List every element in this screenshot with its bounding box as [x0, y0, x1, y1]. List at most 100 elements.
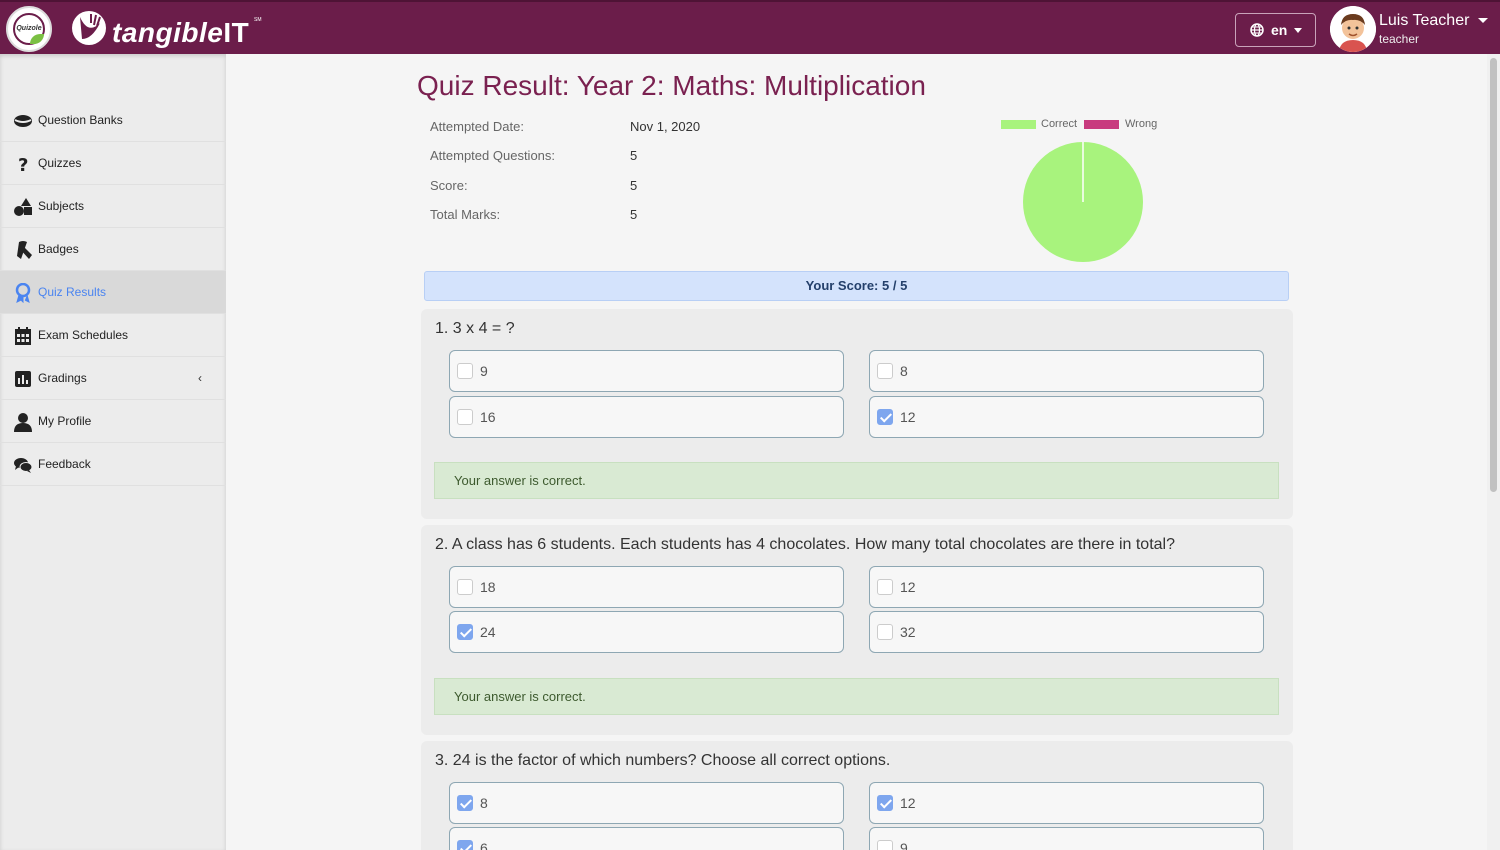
legend-swatch-wrong[interactable] [1084, 120, 1119, 129]
question-card: 2. A class has 6 students. Each students… [421, 525, 1293, 735]
option-checkbox[interactable] [457, 579, 473, 595]
legend-label-wrong[interactable]: Wrong [1125, 118, 1158, 130]
shapes-icon [14, 198, 32, 216]
total-marks-value: 5 [630, 207, 638, 222]
question-mark-icon: ? [18, 155, 28, 174]
sidebar-item-label: Subjects [38, 199, 85, 213]
option-checkbox[interactable] [457, 363, 473, 379]
language-label: en [1271, 22, 1288, 38]
leaf-icon [30, 34, 44, 44]
answer-option[interactable]: 12 [869, 396, 1264, 438]
sidebar-item-my-profile[interactable]: My Profile [0, 400, 226, 443]
calendar-icon [15, 327, 31, 345]
sidebar-item-label: Exam Schedules [38, 328, 129, 342]
answer-option[interactable]: 16 [449, 396, 844, 438]
page-scrollbar[interactable] [1487, 54, 1500, 850]
answer-option[interactable]: 8 [869, 350, 1264, 392]
option-label: 32 [900, 624, 916, 640]
chart-icon [15, 371, 31, 387]
sidebar-item-label: My Profile [38, 414, 92, 428]
comments-icon [14, 458, 33, 473]
attempted-questions-label: Attempted Questions: [430, 148, 556, 163]
score-label: Score: [430, 178, 468, 193]
sidebar: Question Banks ? Quizzes Subjects Badges… [0, 54, 226, 850]
sidebar-item-label: Question Banks [38, 113, 123, 127]
result-pie-chart [1023, 142, 1143, 262]
question-card: 1. 3 x 4 = ? 9 8 16 12 Your answer is co… [421, 309, 1293, 519]
answer-option[interactable]: 6 [449, 827, 844, 850]
sidebar-item-question-banks[interactable]: Question Banks [0, 99, 226, 142]
award-icon [15, 283, 31, 303]
option-label: 12 [900, 579, 916, 595]
attempted-date-label: Attempted Date: [430, 119, 524, 134]
option-label: 12 [900, 409, 916, 425]
score-banner: Your Score: 5 / 5 [424, 271, 1289, 301]
app-logo-text: Quizole [13, 13, 45, 45]
svg-text:?: ? [18, 155, 28, 174]
option-checkbox[interactable] [877, 624, 893, 640]
option-label: 8 [900, 363, 908, 379]
option-checkbox[interactable] [457, 624, 473, 640]
app-logo[interactable]: Quizole [6, 6, 52, 52]
sidebar-item-quizzes[interactable]: ? Quizzes [0, 142, 226, 185]
attempted-questions-value: 5 [630, 148, 638, 163]
answer-option[interactable]: 24 [449, 611, 844, 653]
chevron-down-icon[interactable] [1478, 18, 1488, 23]
option-checkbox[interactable] [877, 363, 893, 379]
sidebar-item-gradings[interactable]: Gradings ‹ [0, 357, 226, 400]
answer-option[interactable]: 9 [449, 350, 844, 392]
answer-feedback-alert: Your answer is correct. [434, 678, 1279, 715]
option-checkbox[interactable] [457, 795, 473, 811]
sidebar-item-label: Badges [38, 242, 79, 256]
option-checkbox[interactable] [457, 409, 473, 425]
sidebar-item-feedback[interactable]: Feedback [0, 443, 226, 486]
answer-option[interactable]: 12 [869, 782, 1264, 824]
sidebar-item-subjects[interactable]: Subjects [0, 185, 226, 228]
option-label: 12 [900, 795, 916, 811]
option-checkbox[interactable] [877, 840, 893, 850]
answer-option[interactable]: 32 [869, 611, 1264, 653]
user-icon [14, 413, 32, 432]
answer-option[interactable]: 12 [869, 566, 1264, 608]
option-checkbox[interactable] [877, 579, 893, 595]
user-role: teacher [1379, 32, 1420, 46]
question-text: 1. 3 x 4 = ? [435, 320, 515, 337]
brand-mark: SM [254, 17, 262, 23]
sidebar-item-label: Feedback [38, 457, 91, 471]
avatar[interactable] [1330, 6, 1376, 52]
ribbon-icon [17, 241, 32, 259]
answer-option[interactable]: 18 [449, 566, 844, 608]
sidebar-item-badges[interactable]: Badges [0, 228, 226, 271]
top-navbar: Quizole tangibleIT SM en [0, 0, 1500, 54]
option-label: 6 [480, 840, 488, 850]
question-text: 2. A class has 6 students. Each students… [435, 536, 1175, 553]
scrollbar-thumb[interactable] [1490, 58, 1497, 492]
score-value: 5 [630, 178, 638, 193]
option-label: 18 [480, 579, 496, 595]
answer-option[interactable]: 9 [869, 827, 1264, 850]
sidebar-item-exam-schedules[interactable]: Exam Schedules [0, 314, 226, 357]
option-label: 8 [480, 795, 488, 811]
legend-label-correct[interactable]: Correct [1041, 118, 1078, 130]
option-checkbox[interactable] [877, 795, 893, 811]
option-checkbox[interactable] [457, 840, 473, 850]
language-dropdown[interactable]: en [1235, 13, 1316, 47]
answer-option[interactable]: 8 [449, 782, 844, 824]
legend-swatch-correct[interactable] [1001, 120, 1036, 129]
question-card: 3. 24 is the factor of which numbers? Ch… [421, 741, 1293, 850]
answer-feedback-alert: Your answer is correct. [434, 462, 1279, 499]
user-avatar-icon [1330, 6, 1376, 52]
swoosh-icon [72, 11, 106, 45]
option-label: 9 [900, 840, 908, 850]
sidebar-item-quiz-results[interactable]: Quiz Results [0, 271, 226, 314]
option-label: 16 [480, 409, 496, 425]
user-name[interactable]: Luis Teacher [1379, 12, 1470, 29]
option-label: 24 [480, 624, 496, 640]
option-checkbox[interactable] [877, 409, 893, 425]
globe-icon [1250, 23, 1264, 37]
question-text: 3. 24 is the factor of which numbers? Ch… [435, 752, 891, 769]
sidebar-item-label: Gradings [38, 371, 87, 385]
database-icon [14, 115, 32, 127]
total-marks-label: Total Marks: [430, 207, 501, 222]
chevron-left-icon[interactable]: ‹ [198, 371, 202, 385]
